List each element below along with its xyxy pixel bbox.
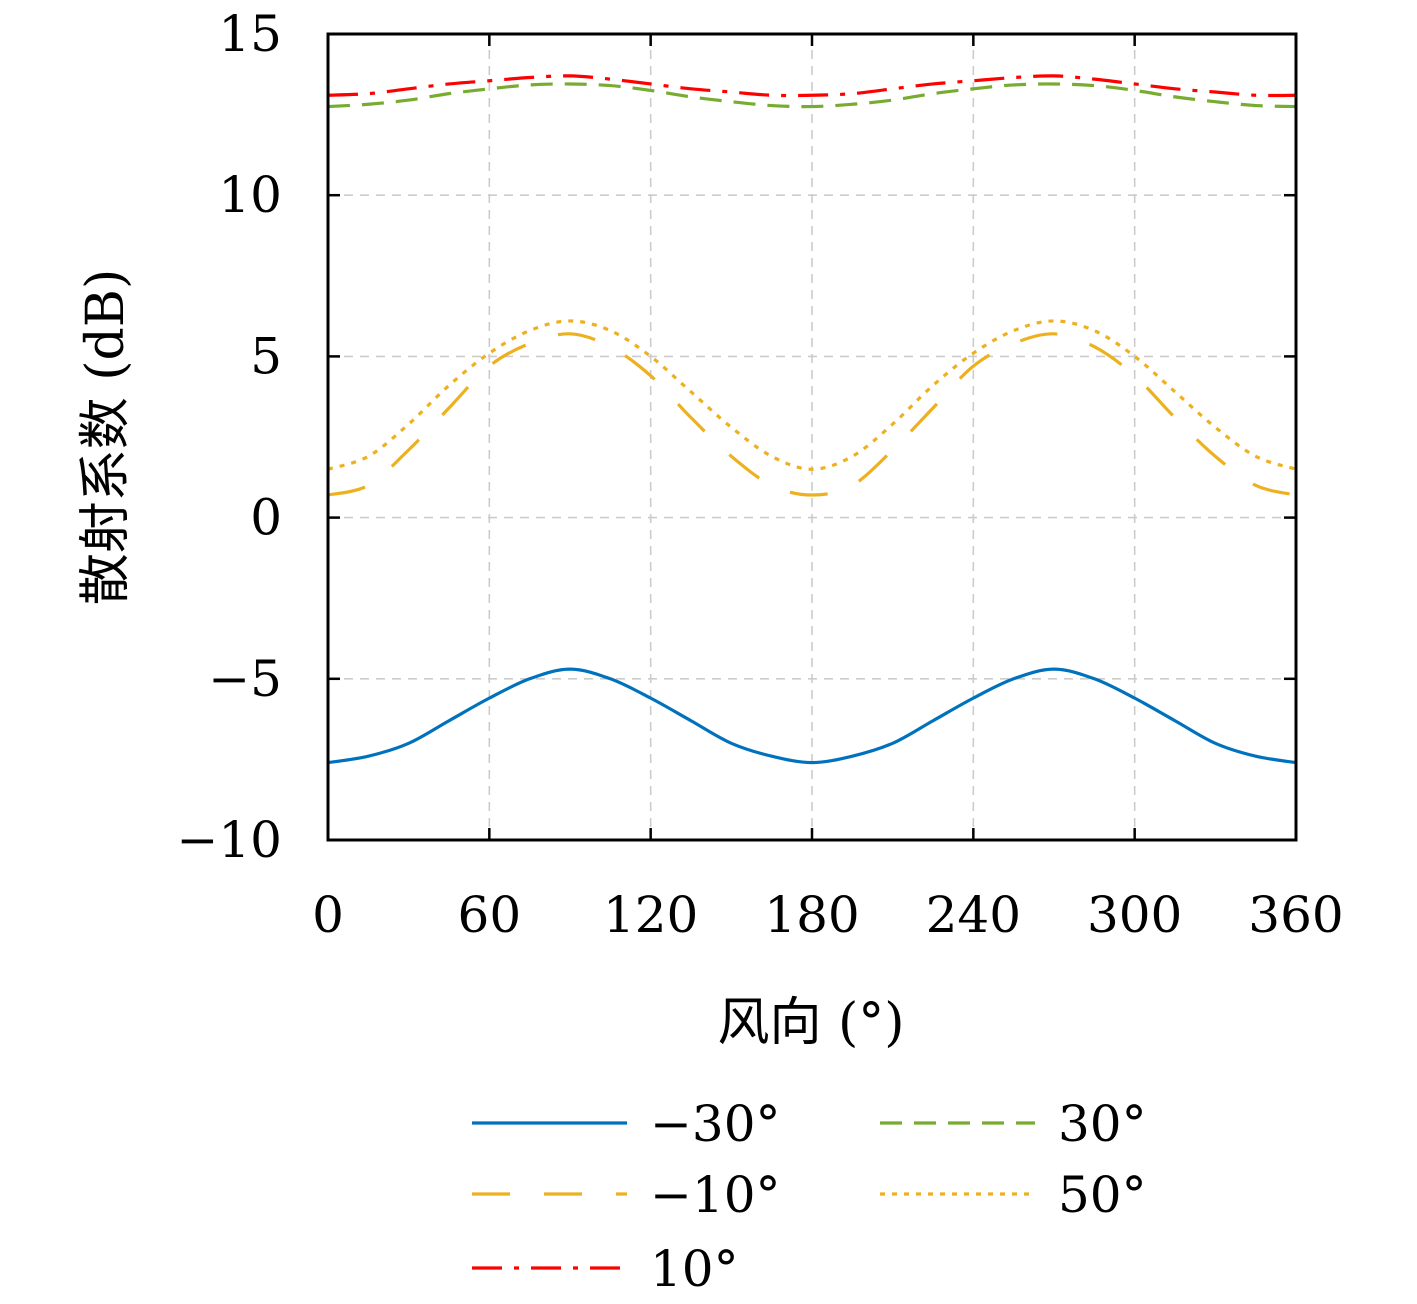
legend-label-2: 10° (650, 1240, 739, 1298)
x-tick-label: 240 (926, 886, 1021, 944)
y-tick-label: −5 (208, 650, 282, 708)
tick-labels: 0 60 120 180 240 300 360 −10 −5 0 5 10 15 (176, 5, 1343, 944)
axis-ticks (326, 32, 1298, 842)
series-line-2 (327, 74, 1297, 98)
x-tick-label: 60 (458, 886, 522, 944)
legend-label-3: 30° (1058, 1095, 1147, 1153)
series-layer (327, 74, 1297, 765)
y-tick-label: 0 (250, 489, 282, 547)
series-line-1 (327, 332, 1297, 497)
legend-label-4: 50° (1058, 1166, 1147, 1224)
x-tick-label: 180 (764, 886, 859, 944)
grid-lines (328, 34, 1296, 840)
legend-label-0: −30° (650, 1095, 781, 1153)
y-tick-label: 10 (218, 166, 282, 224)
x-tick-label: 0 (312, 886, 344, 944)
x-tick-label: 360 (1248, 886, 1343, 944)
y-tick-label: 15 (218, 5, 282, 63)
x-axis-label: 风向 (°) (717, 993, 904, 1053)
y-tick-label: −10 (176, 811, 282, 869)
series-line-3 (327, 82, 1297, 109)
legend: −30° −10° 10° 30° 50° (472, 1095, 1147, 1298)
y-tick-label: 5 (250, 327, 282, 385)
x-tick-label: 120 (603, 886, 698, 944)
y-axis-label: 散射系数 (dB) (76, 269, 136, 606)
legend-label-1: −10° (650, 1166, 781, 1224)
series-line-0 (327, 667, 1297, 765)
series-line-4 (327, 319, 1297, 471)
x-tick-label: 300 (1087, 886, 1182, 944)
